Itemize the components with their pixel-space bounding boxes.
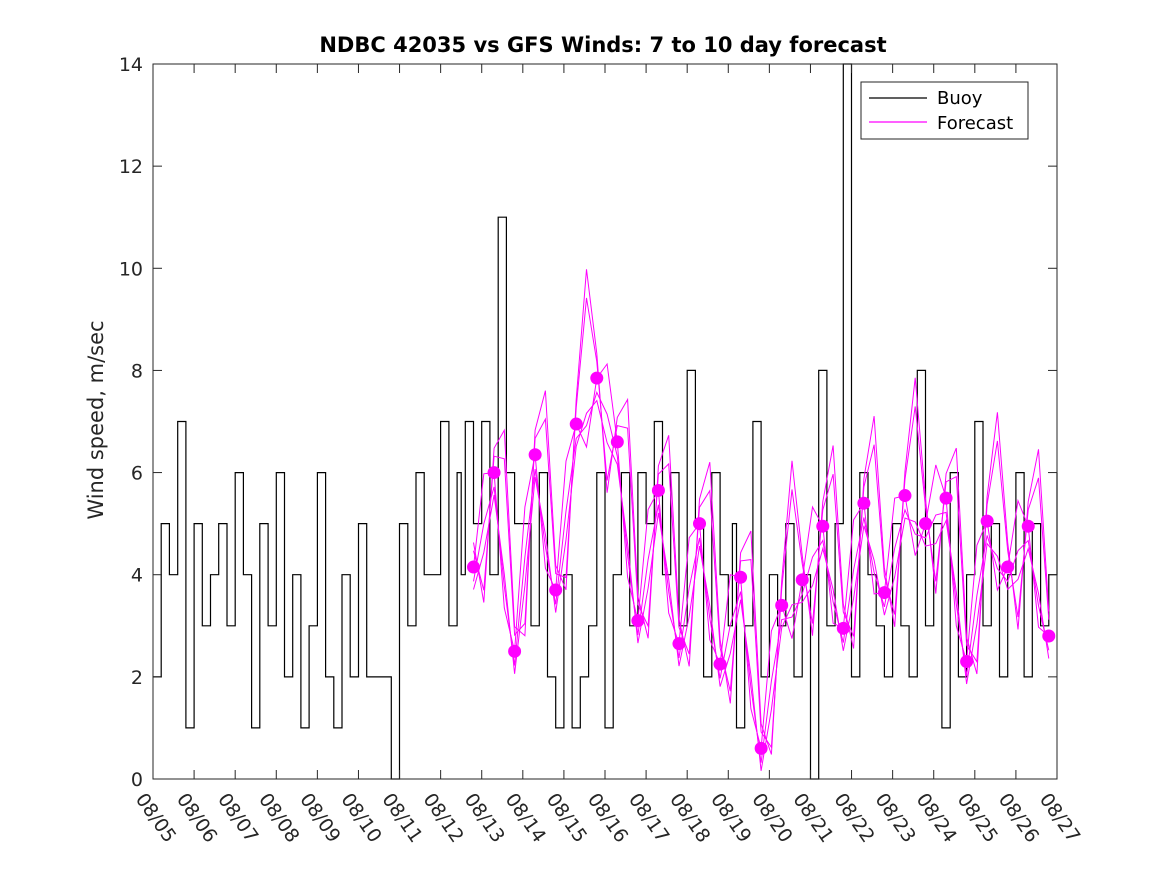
forecast-point (672, 637, 686, 651)
forecast-point (754, 741, 768, 755)
forecast-point (734, 570, 748, 584)
forecast-point (590, 371, 604, 385)
forecast-point (610, 435, 624, 449)
forecast-point (631, 614, 645, 628)
y-tick-label: 2 (131, 667, 143, 689)
forecast-point (569, 417, 583, 431)
y-tick-label: 6 (131, 463, 143, 485)
forecast-point (836, 621, 850, 635)
legend-forecast-label: Forecast (937, 113, 1013, 134)
forecast-point (877, 586, 891, 600)
legend-box (860, 81, 1029, 140)
y-tick-label: 14 (119, 54, 143, 76)
forecast-point (1042, 629, 1056, 643)
y-tick-label: 0 (131, 769, 143, 791)
forecast-point (487, 466, 501, 480)
forecast-point (980, 514, 994, 528)
forecast-point (508, 644, 522, 658)
forecast-line-3 (473, 391, 1050, 763)
forecast-point (528, 448, 542, 462)
y-tick-label: 8 (131, 360, 143, 382)
plot-area (153, 63, 1058, 780)
buoy-series-line (153, 63, 1058, 780)
forecast-point (467, 560, 481, 574)
forecast-point (795, 573, 809, 587)
forecast-point (960, 655, 974, 669)
forecast-line-4 (473, 269, 1050, 755)
forecast-point (693, 517, 707, 531)
forecast-point (775, 598, 789, 612)
y-tick-label: 4 (131, 565, 143, 587)
y-tick-label: 12 (119, 156, 143, 178)
forecast-point (816, 519, 830, 533)
forecast-point (651, 483, 665, 497)
forecast-point (1021, 519, 1035, 533)
forecast-point (857, 496, 871, 510)
y-axis-label: Wind speed, m/sec (84, 320, 108, 519)
y-tick-label: 10 (119, 258, 143, 280)
forecast-point (939, 491, 953, 505)
forecast-line-5 (473, 399, 1050, 771)
forecast-point (549, 583, 563, 597)
forecast-point (713, 657, 727, 671)
legend-buoy-label: Buoy (937, 88, 983, 109)
forecast-point (898, 489, 912, 503)
forecast-point (919, 517, 933, 531)
forecast-point (1001, 560, 1015, 574)
legend: Buoy Forecast (860, 81, 1029, 140)
chart-title: NDBC 42035 vs GFS Winds: 7 to 10 day for… (319, 33, 886, 57)
